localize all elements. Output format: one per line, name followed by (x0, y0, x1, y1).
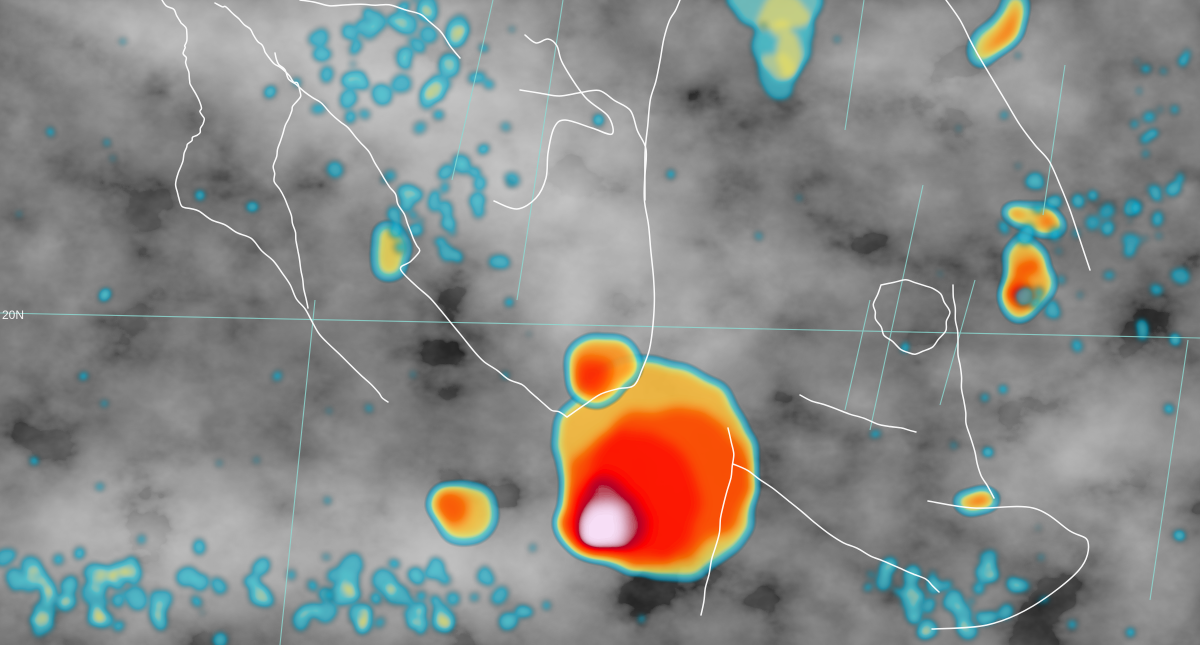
svg-text:20N: 20N (2, 308, 24, 322)
